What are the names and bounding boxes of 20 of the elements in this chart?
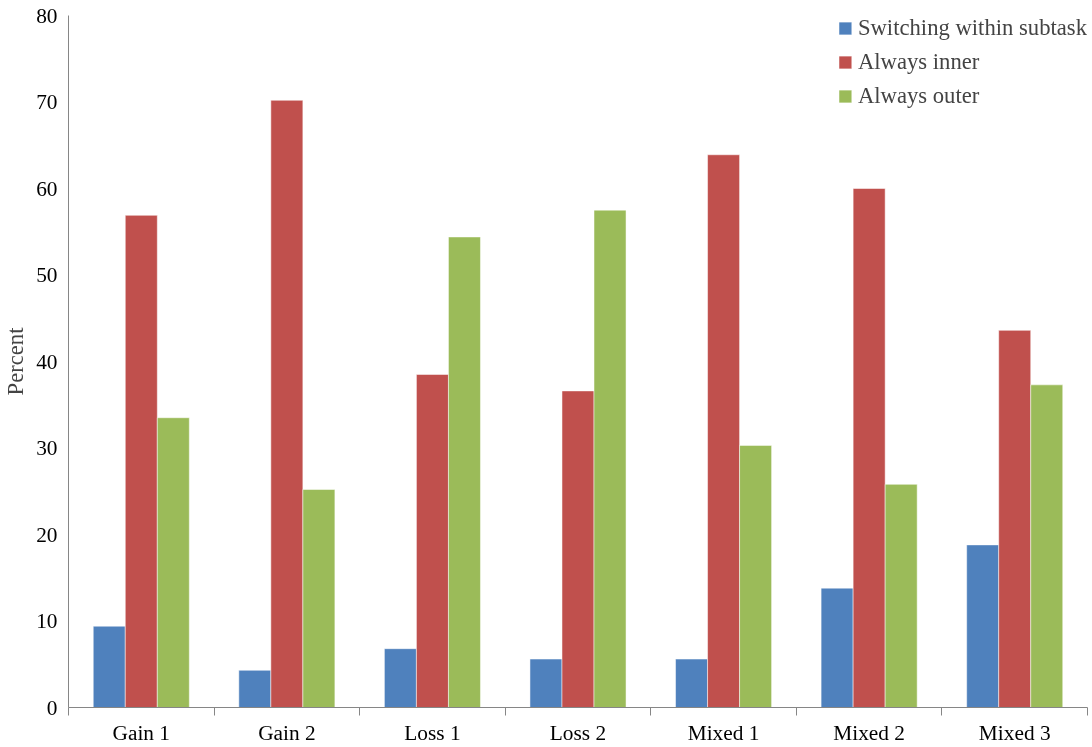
y-tick-label: 60 — [36, 176, 58, 201]
x-tick-label: Loss 1 — [404, 720, 461, 745]
x-tick-label: Loss 2 — [549, 720, 607, 745]
x-tick-label: Mixed 1 — [687, 720, 760, 745]
y-tick-label: 40 — [36, 349, 58, 374]
legend-label: Always inner — [857, 49, 980, 75]
x-tick-label: Mixed 2 — [833, 720, 905, 745]
y-tick-label: 80 — [36, 3, 58, 28]
y-tick-label: 30 — [36, 436, 58, 460]
y-tick-label: 50 — [36, 263, 58, 287]
y-axis-title: Percent — [3, 326, 29, 396]
y-tick-label: 70 — [36, 90, 58, 114]
y-tick-label: 0 — [46, 695, 58, 720]
legend-label: Switching within subtask — [857, 15, 1087, 41]
x-tick-label: Mixed 3 — [978, 720, 1051, 745]
x-tick-label: Gain 1 — [112, 720, 171, 745]
legend-label: Always outer — [857, 83, 980, 109]
y-tick-label: 20 — [36, 522, 58, 547]
x-tick-label: Gain 2 — [258, 720, 316, 745]
y-tick-label: 10 — [36, 609, 58, 633]
